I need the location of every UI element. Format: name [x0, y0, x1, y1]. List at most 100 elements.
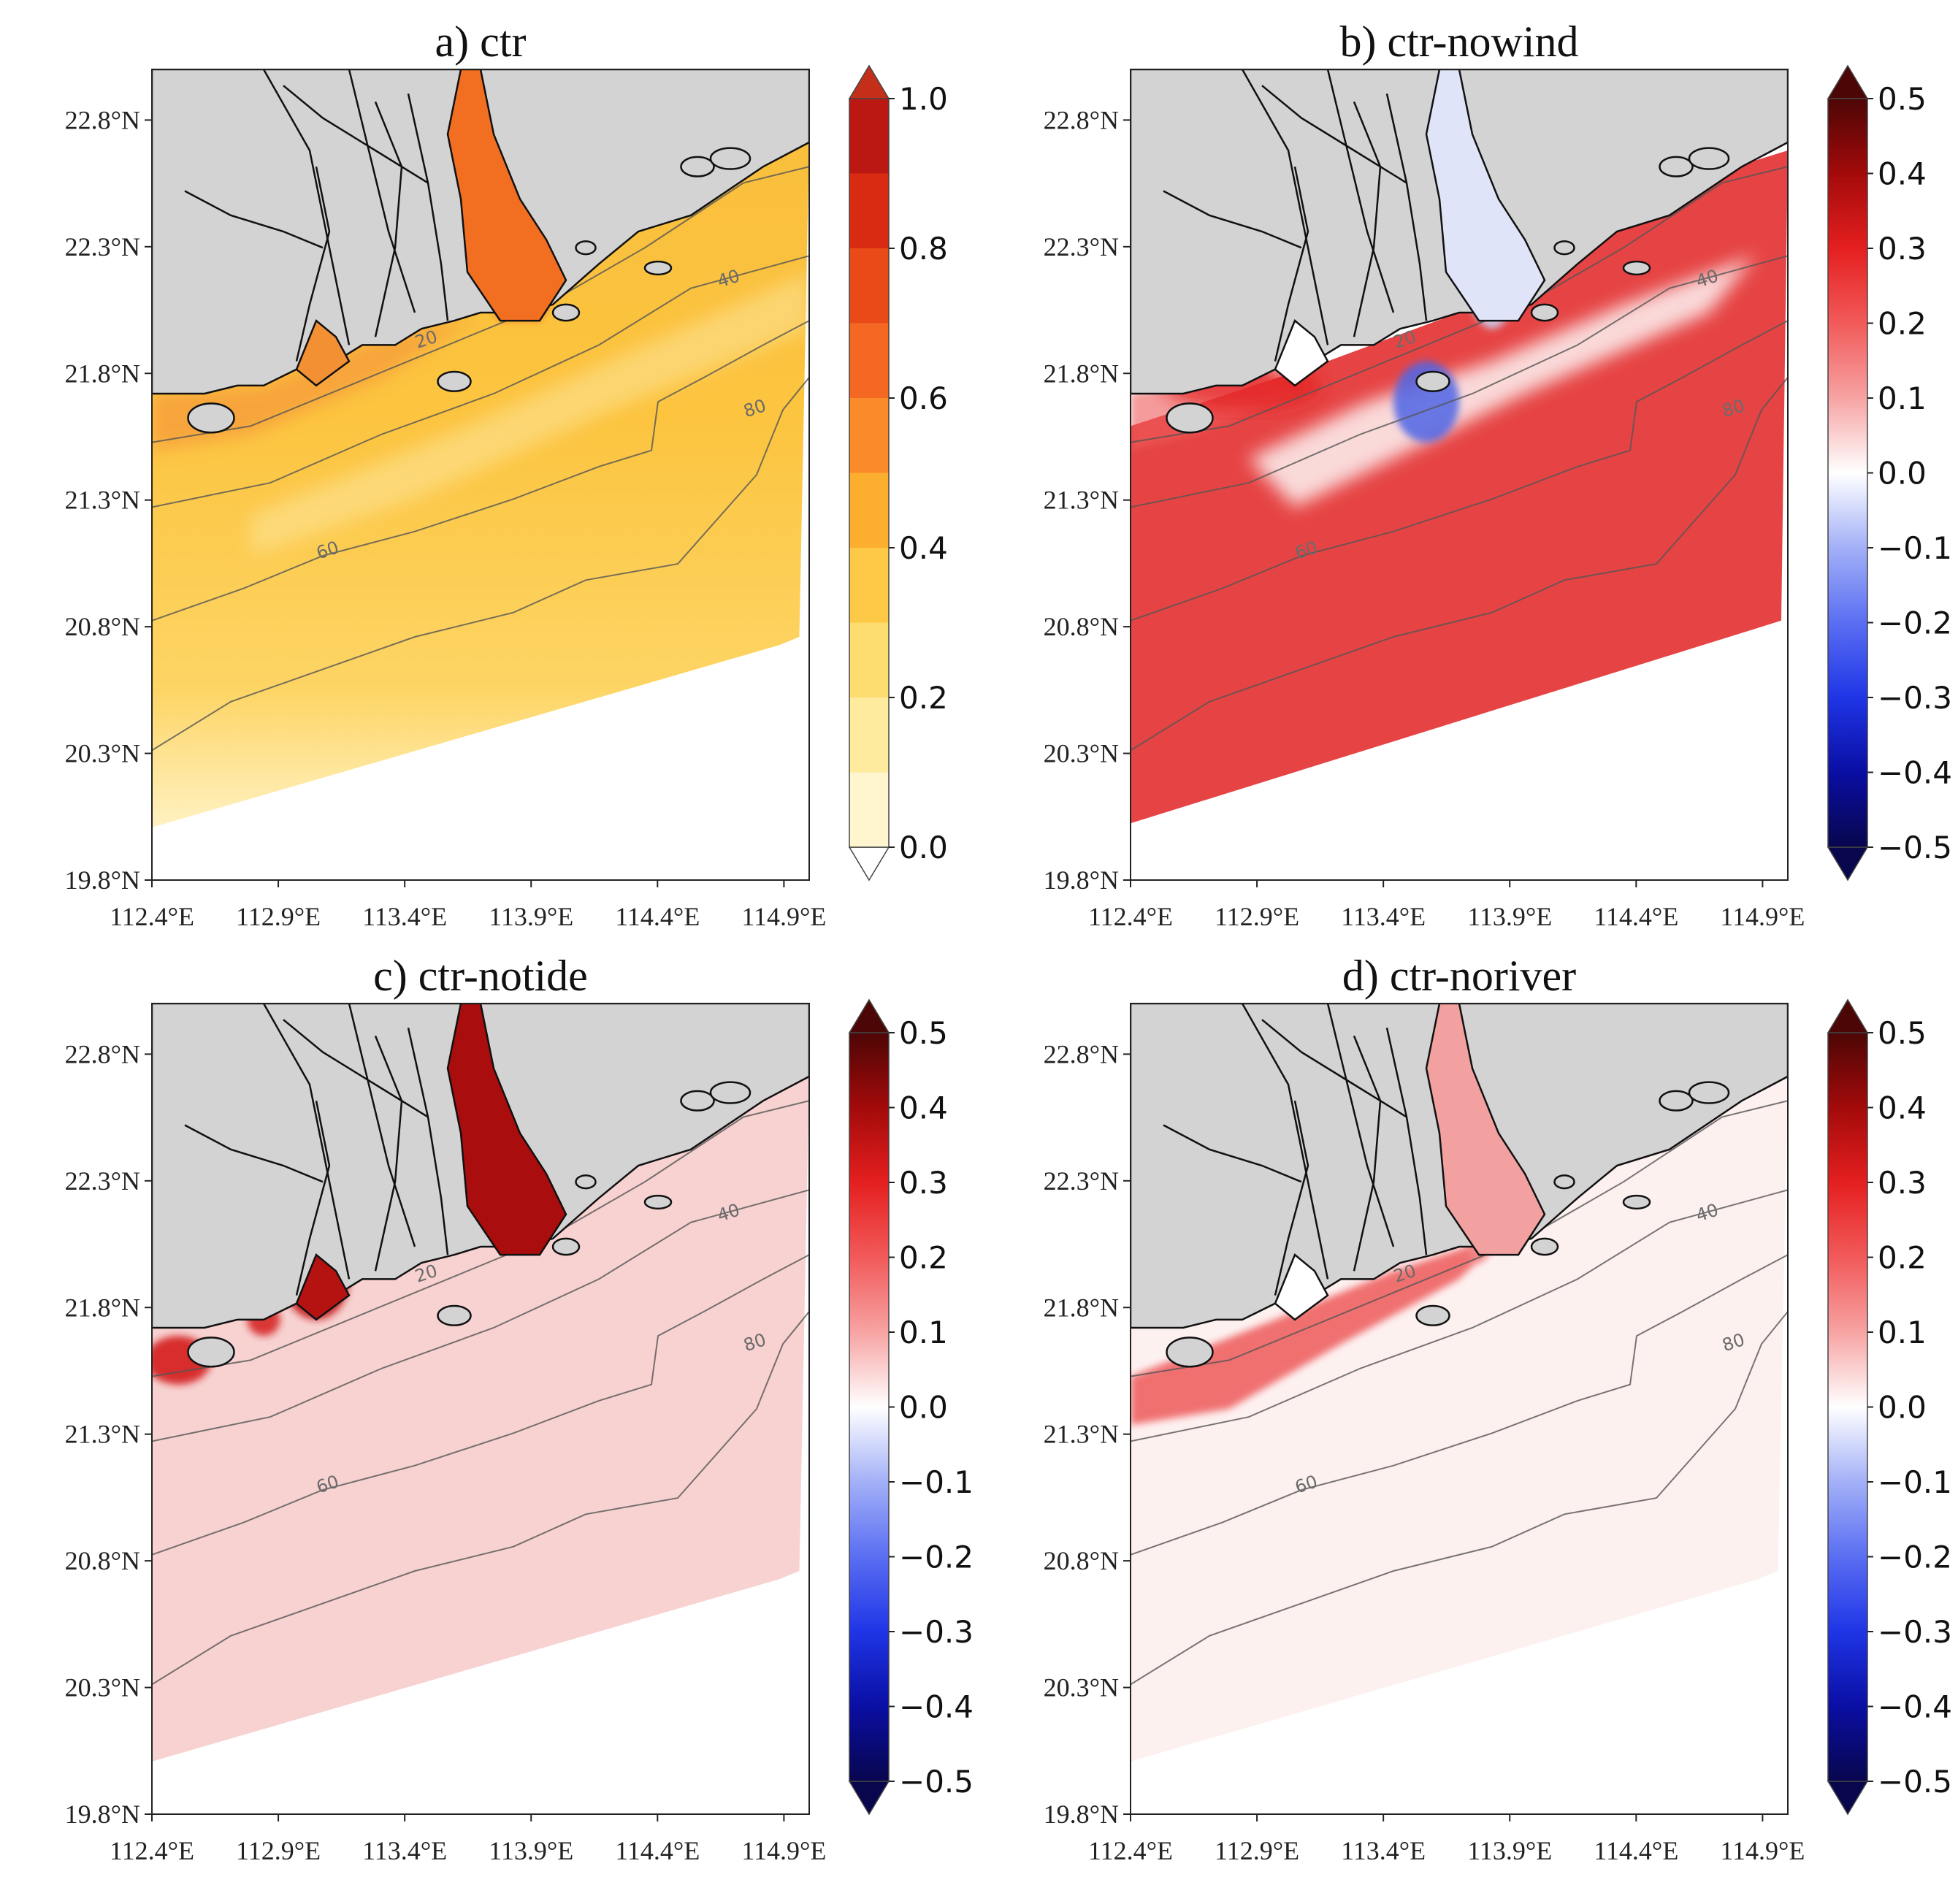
island: [437, 1304, 472, 1326]
river-channel: [1326, 1003, 1395, 1247]
island: [437, 370, 472, 392]
colorbar-tick-label: 0.2: [1878, 306, 1927, 342]
colorbar-tick-label: −0.5: [1878, 1764, 1952, 1800]
offshore-band: [251, 272, 809, 556]
isobath-line: [1131, 1311, 1788, 1686]
island: [1166, 1337, 1214, 1368]
river-channel: [1353, 101, 1382, 337]
colorbar-extend-top: [1827, 64, 1869, 99]
island: [1659, 1090, 1694, 1112]
lat-tick-label: 20.8°N: [65, 612, 140, 641]
panel-title: c) ctr-notide: [373, 952, 588, 1000]
river-channel: [1274, 1100, 1309, 1296]
island: [187, 1337, 235, 1368]
isobath-line: [152, 166, 809, 443]
colorbar-segment: [849, 248, 889, 324]
isobath-line: [152, 320, 809, 622]
river-channel: [262, 69, 351, 345]
colorbar-tick-label: −0.5: [1878, 830, 1952, 865]
colorbar-tick-label: 0.0: [1878, 456, 1927, 492]
isobath-line: [1131, 1189, 1788, 1442]
colorbar-tick-label: 0.3: [1878, 1165, 1927, 1201]
river-channel: [295, 1100, 331, 1296]
river-channel: [262, 1003, 351, 1280]
colorbar-tick-label: 0.8: [899, 231, 948, 267]
lon-tick-label: 114.9°E: [1720, 1836, 1805, 1865]
colorbar-tick-label: −0.2: [1878, 1540, 1952, 1575]
colorbar-tick-label: 0.0: [1878, 1390, 1927, 1426]
lat-tick-label: 22.8°N: [65, 105, 140, 134]
lon-tick-label: 114.4°E: [615, 1836, 700, 1865]
lon-tick-label: 113.4°E: [362, 902, 447, 931]
lon-tick-label: 112.9°E: [1215, 902, 1299, 931]
colorbar-segment: [849, 173, 889, 249]
lat-tick-label: 22.3°N: [1044, 1166, 1119, 1196]
sea-field: [152, 142, 809, 827]
island: [1553, 1174, 1575, 1190]
colorbar-a: 1.0 0.8 0.6 0.4 0.2 0.0: [848, 64, 948, 882]
lat-tick-label: 20.8°N: [65, 1546, 140, 1575]
island: [1166, 402, 1214, 434]
colorbar-segment: [849, 622, 889, 698]
lat-tick-label: 20.3°N: [65, 1673, 140, 1702]
lat-tick-label: 22.8°N: [1044, 1039, 1119, 1068]
colorbar-extend-bottom: [1827, 846, 1869, 882]
island: [680, 1090, 715, 1112]
river-channel: [1163, 1124, 1302, 1183]
colorbar-gradient: [1828, 1033, 1867, 1781]
colorbar-tick-label: −0.3: [899, 1614, 974, 1650]
colorbar-tick-label: 0.1: [1878, 1315, 1927, 1350]
lat-tick-label: 19.8°N: [1044, 1800, 1119, 1829]
colorbar-segment: [849, 473, 889, 548]
lat-tick-label: 20.8°N: [1044, 612, 1119, 641]
colorbar-tick-label: −0.4: [1878, 1689, 1952, 1725]
west-estuary: [1274, 1253, 1329, 1321]
island: [709, 1081, 752, 1104]
colorbar-tick-label: 0.5: [899, 1015, 948, 1051]
island: [1622, 260, 1651, 276]
island: [1530, 1237, 1559, 1256]
lon-tick-label: 112.4°E: [110, 902, 194, 931]
lat-tick-label: 20.3°N: [1044, 1673, 1119, 1702]
lat-tick-label: 20.8°N: [1044, 1546, 1119, 1575]
island: [1530, 303, 1559, 322]
island: [551, 303, 581, 322]
lon-tick-label: 112.9°E: [1215, 1836, 1299, 1865]
colorbar-tick-label: −0.5: [899, 1764, 974, 1800]
lat-tick-label: 22.3°N: [65, 232, 140, 261]
island: [709, 147, 752, 170]
estuary-water: [1425, 69, 1546, 322]
colorbar-extend-top: [848, 998, 890, 1033]
colorbar-segment: [849, 772, 889, 848]
lat-tick-label: 20.3°N: [1044, 739, 1119, 768]
island: [1659, 156, 1694, 177]
river-channel: [407, 93, 449, 321]
colorbar-tick-label: 0.6: [899, 381, 948, 416]
colorbar-tick-label: 0.2: [1878, 1240, 1927, 1276]
colorbar-tick-label: 0.0: [899, 1390, 948, 1426]
lon-tick-label: 112.4°E: [1088, 1836, 1173, 1865]
colorbar-tick-label: 0.0: [899, 830, 948, 865]
lat-tick-label: 19.8°N: [65, 1800, 140, 1829]
isobath-line: [152, 1254, 809, 1556]
colorbar-segment: [849, 99, 889, 174]
colorbar-tick-label: −0.2: [899, 1540, 974, 1575]
colorbar-tick-label: −0.4: [899, 1689, 974, 1725]
isobath-line: [152, 1100, 809, 1377]
isobath-line: [152, 1189, 809, 1442]
colorbar-tick-label: 0.3: [1878, 231, 1927, 267]
river-channel: [184, 1124, 324, 1183]
colorbar-tick-label: −0.1: [899, 1464, 974, 1500]
river-channel: [184, 190, 324, 249]
river-channel: [1385, 1028, 1428, 1255]
colorbar-segment: [849, 697, 889, 773]
lon-tick-label: 112.4°E: [1088, 902, 1173, 931]
colorbar-tick-label: −0.3: [1878, 1614, 1952, 1650]
island: [1622, 1194, 1651, 1210]
isobath-line: [1131, 1254, 1788, 1556]
lat-tick-label: 21.8°N: [65, 1293, 140, 1322]
estuary-water: [446, 69, 567, 322]
river-channel: [1385, 93, 1428, 321]
